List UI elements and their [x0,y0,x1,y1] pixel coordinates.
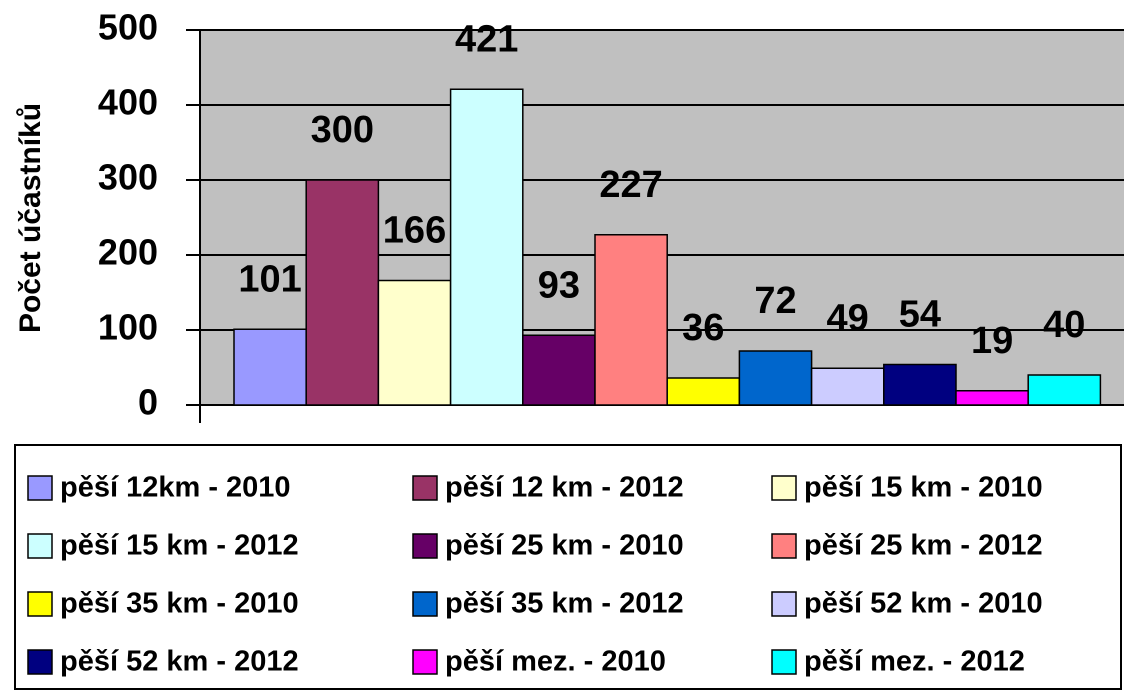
legend-label: pěší 12km - 2010 [60,472,291,504]
data-label: 300 [311,109,374,151]
data-label: 227 [599,164,662,206]
legend-swatch [771,533,797,559]
legend-label: pěší mez. - 2010 [445,646,666,678]
legend-swatch [27,533,53,559]
bar [305,179,380,406]
legend-swatch [771,649,797,675]
legend-swatch [412,649,438,675]
y-tick-label: 300 [98,157,158,198]
bar [738,350,813,406]
legend-label: pěší 52 km - 2012 [60,646,299,678]
bar [522,334,596,406]
data-label: 19 [971,320,1013,362]
bar [233,328,307,406]
legend-swatch [412,591,438,617]
y-tick-label: 200 [98,232,158,273]
data-label: 421 [455,18,518,60]
y-tick-label: 100 [98,307,158,348]
legend-swatch [412,475,438,501]
bar [883,363,957,406]
bar [810,367,885,406]
y-axis-label: Počet účastníků [14,103,47,333]
data-label: 72 [754,280,796,322]
bar [955,390,1029,406]
bar [1027,374,1102,406]
data-label: 101 [238,258,301,300]
legend-swatch [27,475,53,501]
legend-swatch [771,475,797,501]
legend-swatch [412,533,438,559]
data-label: 166 [383,210,446,252]
data-label: 40 [1043,304,1085,346]
legend [14,444,1122,690]
bar [666,377,741,406]
bar [594,234,668,406]
legend-label: pěší 12 km - 2012 [445,472,684,504]
legend-label: pěší 25 km - 2010 [445,530,684,562]
y-tick-label: 0 [138,382,158,423]
legend-label: pěší 15 km - 2012 [60,530,299,562]
legend-label: pěší 35 km - 2010 [60,588,299,620]
y-tick-label: 400 [98,82,158,123]
legend-swatch [27,649,53,675]
legend-label: pěší 15 km - 2010 [804,472,1043,504]
legend-swatch [771,591,797,617]
data-label: 54 [899,294,941,336]
bar [449,88,524,406]
legend-swatch [27,591,53,617]
bar [377,279,452,406]
legend-label: pěší 35 km - 2012 [445,588,684,620]
data-label: 49 [827,297,869,339]
y-tick-label: 500 [98,7,158,48]
legend-label: pěší 52 km - 2010 [804,588,1043,620]
legend-label: pěší mez. - 2012 [804,646,1025,678]
data-label: 36 [682,307,724,349]
data-label: 93 [538,264,580,306]
legend-label: pěší 25 km - 2012 [804,530,1043,562]
